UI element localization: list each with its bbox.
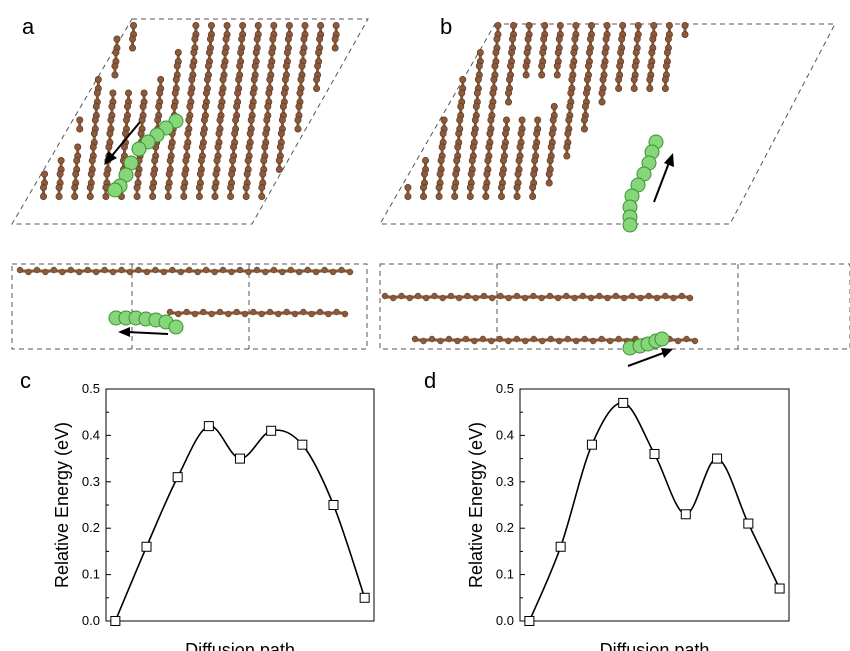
y-tick-label: 0.3: [82, 474, 100, 489]
y-tick-label: 0.2: [82, 520, 100, 535]
panel-label-b: b: [440, 14, 452, 40]
data-point: [298, 440, 307, 449]
panel-b-side-view: [380, 264, 850, 366]
y-tick-label: 0.0: [496, 613, 514, 628]
data-point: [329, 501, 338, 510]
y-tick-label: 0.1: [82, 567, 100, 582]
data-point: [267, 426, 276, 435]
lithium-path-b: [623, 135, 663, 232]
panel-a-side-view: [12, 264, 367, 349]
panel-label-c: c: [20, 368, 31, 394]
plot-frame: [520, 389, 789, 621]
y-tick-label: 0.1: [496, 567, 514, 582]
chart-d: 0.0 0.1 0.2 0.3 0.4 0.5 Relative Energy (eV) Di…: [466, 381, 789, 651]
y-tick-label: 0.0: [82, 613, 100, 628]
x-axis-label: Diffusion path: [185, 640, 295, 651]
side-arrow-a: [118, 327, 168, 337]
data-point: [360, 593, 369, 602]
data-point: [204, 422, 213, 431]
data-point: [650, 449, 659, 458]
data-point: [556, 542, 565, 551]
panel-a-top-view: [12, 19, 368, 224]
x-axis-label: Diffusion path: [600, 640, 710, 651]
panel-label-a: a: [22, 14, 34, 40]
chart-c: 0.0 0.1 0.2 0.3 0.4 0.5 Relative Energy (eV) Di…: [52, 381, 374, 651]
data-point: [713, 454, 722, 463]
side-layers-b: [382, 293, 698, 355]
data-point: [744, 519, 753, 528]
y-axis-label: Relative Energy (eV): [52, 422, 72, 588]
y-tick-label: 0.2: [496, 520, 514, 535]
y-axis-label: Relative Energy (eV): [466, 422, 486, 588]
data-point: [619, 398, 628, 407]
y-tick-label: 0.3: [496, 474, 514, 489]
y-tick-label: 0.5: [82, 381, 100, 396]
arrow-b: [654, 153, 674, 202]
y-tick-label: 0.5: [496, 381, 514, 396]
data-point: [775, 584, 784, 593]
panel-b-top-view: [380, 22, 835, 232]
graphene-structure-a: [40, 22, 339, 199]
panel-label-d: d: [424, 368, 436, 394]
y-tick-label: 0.4: [82, 427, 100, 442]
y-tick-label: 0.4: [496, 427, 514, 442]
side-layers-a: [17, 267, 353, 334]
data-point: [236, 454, 245, 463]
data-point: [681, 510, 690, 519]
data-point: [142, 542, 151, 551]
data-point: [587, 440, 596, 449]
energy-curve: [529, 403, 779, 621]
data-point: [111, 617, 120, 626]
data-point: [525, 617, 534, 626]
data-point: [173, 473, 182, 482]
